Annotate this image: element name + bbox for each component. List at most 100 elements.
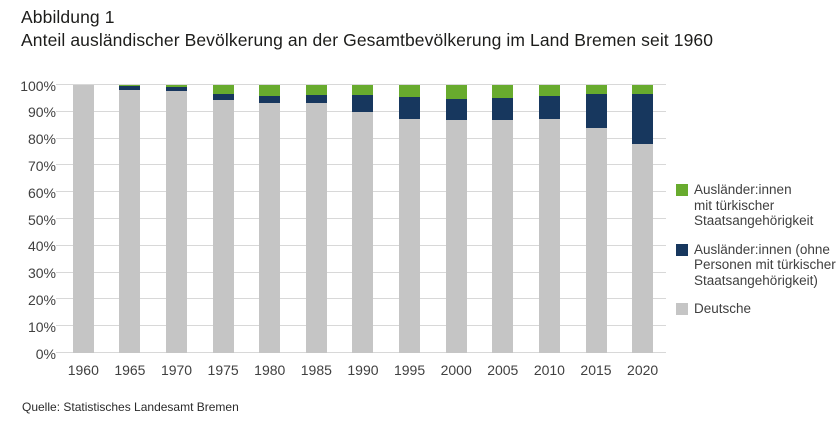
x-tick-label: 1960 xyxy=(67,362,99,378)
bar-slot-1990 xyxy=(340,85,387,353)
x-tick-label: 2015 xyxy=(580,362,612,378)
y-tick-label: 0% xyxy=(35,345,56,362)
bar-slot-2000 xyxy=(433,85,480,353)
segment-navy-1990 xyxy=(352,95,374,112)
segment-green-2020 xyxy=(632,85,654,94)
x-tick-label: 1965 xyxy=(114,362,146,378)
bar-slot-2005 xyxy=(479,85,526,353)
bar-slot-2020 xyxy=(619,85,666,353)
y-tick-label: 100% xyxy=(20,77,56,94)
legend-swatch-icon xyxy=(676,243,688,256)
y-tick-label: 80% xyxy=(27,131,56,148)
y-axis-tick-labels: 0% 10% 20% 30% 40% 50% 60% 70% 80% 90% 100% xyxy=(0,78,56,362)
bar-2020 xyxy=(632,85,654,353)
segment-gray-1965 xyxy=(119,89,141,353)
legend-label: Deutsche xyxy=(694,301,752,316)
segment-navy-2015 xyxy=(585,94,607,128)
segment-green-1980 xyxy=(259,85,281,97)
y-tick-label: 20% xyxy=(27,291,56,308)
segment-gray-1970 xyxy=(166,91,188,353)
segment-navy-2005 xyxy=(492,97,514,120)
segment-green-1965 xyxy=(119,85,141,86)
segment-navy-1985 xyxy=(305,95,327,103)
bar-slot-1965 xyxy=(107,85,154,353)
source-note: Quelle: Statistisches Landesamt Bremen xyxy=(22,400,239,414)
legend-label: Ausländer:innen mit türkischer Staatsangeh… xyxy=(694,182,814,228)
x-tick-label: 1990 xyxy=(347,362,379,378)
bar-1990 xyxy=(352,85,374,353)
y-tick-label: 10% xyxy=(27,318,56,335)
segment-gray-1980 xyxy=(259,103,281,353)
bar-slot-1995 xyxy=(386,85,433,353)
x-tick-label: 1985 xyxy=(300,362,332,378)
y-tick-label: 60% xyxy=(27,184,56,201)
legend-item-green: Ausländer:innen mit türkischer Staatsangeh… xyxy=(676,182,836,229)
plot-area xyxy=(56,84,666,353)
segment-navy-1995 xyxy=(399,97,421,119)
segment-gray-2020 xyxy=(632,143,654,353)
bar-2005 xyxy=(492,85,514,353)
legend-item-navy: Ausländer:innen (ohne Personen mit türkis… xyxy=(676,242,836,289)
bar-2010 xyxy=(538,85,560,353)
segment-navy-1975 xyxy=(212,93,234,100)
segment-green-2005 xyxy=(492,85,514,98)
bar-slot-2010 xyxy=(526,85,573,353)
x-tick-label: 1975 xyxy=(207,362,239,378)
x-tick-label: 1980 xyxy=(254,362,286,378)
segment-green-2000 xyxy=(445,85,467,99)
segment-green-2010 xyxy=(538,85,560,97)
segment-gray-2005 xyxy=(492,119,514,353)
legend-swatch-icon xyxy=(676,184,688,196)
bar-slot-1970 xyxy=(153,85,200,353)
segment-navy-2010 xyxy=(538,96,560,119)
x-tick-label: 2000 xyxy=(440,362,472,378)
segment-gray-1985 xyxy=(305,102,327,353)
segment-green-1975 xyxy=(212,85,234,94)
segment-gray-2000 xyxy=(445,119,467,353)
chart-title: Anteil ausländischer Bevölkerung an der … xyxy=(21,30,714,50)
bar-1980 xyxy=(259,85,281,353)
y-tick-label: 30% xyxy=(27,265,56,282)
bar-1985 xyxy=(305,85,327,353)
legend-item-gray: Deutsche xyxy=(676,301,836,317)
bar-slot-1975 xyxy=(200,85,247,353)
x-tick-label: 2010 xyxy=(533,362,565,378)
segment-gray-2010 xyxy=(538,118,560,353)
x-axis-tick-labels: 1960 1965 1970 1975 1980 1985 1990 1995 2000 2005… xyxy=(60,362,666,380)
segment-navy-1965 xyxy=(119,85,141,90)
y-tick-label: 50% xyxy=(27,211,56,228)
segment-gray-1975 xyxy=(212,99,234,353)
bar-1960 xyxy=(72,85,94,353)
segment-navy-1980 xyxy=(259,96,281,104)
bar-1995 xyxy=(399,85,421,353)
bar-2015 xyxy=(585,85,607,353)
x-tick-label: 1970 xyxy=(160,362,193,378)
y-tick-label: 90% xyxy=(27,104,56,121)
chart-legend: Ausländer:innen mit türkischer Staatsangeh… xyxy=(676,182,836,317)
segment-gray-2015 xyxy=(585,127,607,353)
segment-gray-1995 xyxy=(399,118,421,353)
gridline xyxy=(56,84,666,85)
segment-green-1970 xyxy=(166,85,188,88)
legend-swatch-icon xyxy=(676,303,688,315)
x-tick-label: 1995 xyxy=(393,362,426,378)
segment-gray-1990 xyxy=(352,111,374,353)
x-tick-label: 2005 xyxy=(487,362,519,378)
segment-green-1995 xyxy=(399,85,421,98)
segment-green-2015 xyxy=(585,85,607,95)
bars-row xyxy=(60,85,666,353)
segment-gray-1960 xyxy=(72,85,94,353)
bar-slot-1985 xyxy=(293,85,340,353)
segment-green-1990 xyxy=(352,85,374,96)
y-tick-label: 40% xyxy=(27,238,56,255)
segment-navy-2000 xyxy=(445,98,467,120)
segment-green-1985 xyxy=(305,85,327,96)
bar-1975 xyxy=(212,85,234,353)
bar-slot-2015 xyxy=(573,85,620,353)
bar-slot-1980 xyxy=(246,85,293,353)
figure-label: Abbildung 1 xyxy=(21,7,115,27)
bar-1965 xyxy=(119,85,141,353)
segment-navy-1970 xyxy=(166,87,188,92)
